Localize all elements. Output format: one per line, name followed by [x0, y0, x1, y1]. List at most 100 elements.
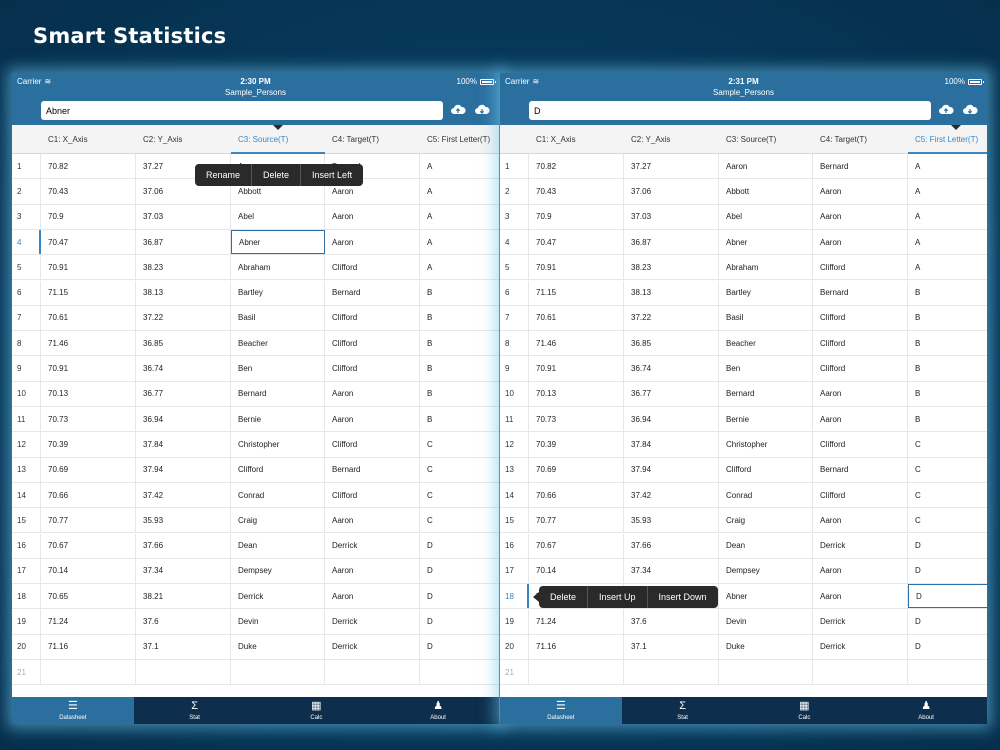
table-cell[interactable]: Bernard: [719, 381, 813, 406]
table-cell[interactable]: D: [908, 635, 987, 659]
context-menu-item-insert-left[interactable]: Insert Left: [312, 170, 353, 180]
tab-calc[interactable]: ▦ Calc: [744, 697, 866, 724]
row-number[interactable]: 6: [500, 280, 529, 305]
table-cell[interactable]: Duke: [231, 634, 325, 659]
table-cell[interactable]: B: [420, 382, 499, 406]
table-cell[interactable]: Aaron: [719, 154, 813, 179]
table-cell[interactable]: Clifford: [325, 331, 420, 356]
table-cell[interactable]: Bernard: [325, 457, 420, 482]
table-cell[interactable]: 70.65: [41, 584, 136, 609]
table-cell[interactable]: 37.06: [624, 179, 719, 204]
table-cell[interactable]: 70.9: [529, 204, 624, 229]
table-cell[interactable]: Clifford: [325, 432, 420, 457]
table-cell[interactable]: 37.22: [624, 305, 719, 331]
table-cell[interactable]: B: [908, 382, 987, 406]
table-cell[interactable]: A: [420, 205, 499, 229]
table-cell[interactable]: B: [908, 306, 987, 330]
table-cell[interactable]: Craig: [719, 508, 813, 533]
table-cell[interactable]: D: [908, 609, 987, 633]
table-cell[interactable]: Clifford: [813, 432, 908, 457]
row-number[interactable]: 1: [500, 154, 529, 179]
table-cell[interactable]: 71.46: [41, 331, 136, 356]
row-number[interactable]: 15: [500, 508, 529, 533]
table-cell[interactable]: 37.06: [136, 179, 231, 204]
table-cell[interactable]: D: [908, 559, 987, 583]
tab-datasheet[interactable]: ☰ Datasheet: [500, 697, 622, 724]
table-cell[interactable]: Aaron: [813, 584, 908, 609]
table-cell[interactable]: Bernie: [231, 407, 325, 432]
table-cell[interactable]: A: [420, 179, 499, 203]
table-cell[interactable]: 70.69: [41, 457, 136, 482]
table-cell[interactable]: 37.6: [624, 609, 719, 634]
row-number[interactable]: 21: [12, 660, 41, 685]
table-cell[interactable]: 70.61: [529, 305, 624, 331]
table-cell[interactable]: 70.43: [41, 179, 136, 204]
row-number[interactable]: 17: [500, 558, 529, 584]
table-cell[interactable]: Clifford: [325, 255, 420, 280]
table-cell[interactable]: Basil: [719, 305, 813, 331]
table-cell[interactable]: 70.82: [41, 154, 136, 179]
table-cell[interactable]: Duke: [719, 634, 813, 659]
row-number[interactable]: 5: [12, 255, 41, 280]
column-header[interactable]: C5: First Letter(T): [427, 135, 491, 144]
column-header[interactable]: C1: X_Axis: [48, 135, 88, 144]
table-cell[interactable]: Aaron: [813, 407, 908, 432]
table-cell[interactable]: 70.39: [41, 432, 136, 457]
table-cell[interactable]: 70.66: [529, 482, 624, 508]
table-cell[interactable]: A: [908, 230, 987, 254]
table-cell[interactable]: 38.23: [624, 255, 719, 280]
row-number[interactable]: 13: [12, 457, 41, 482]
table-cell[interactable]: Aaron: [325, 584, 420, 609]
table-cell[interactable]: Bartley: [231, 280, 325, 305]
row-number[interactable]: 18: [12, 584, 41, 609]
context-menu-item-rename[interactable]: Rename: [195, 164, 253, 186]
table-cell[interactable]: 70.13: [529, 381, 624, 406]
table-cell[interactable]: 36.74: [624, 356, 719, 381]
table-cell[interactable]: Aaron: [325, 229, 420, 255]
table-cell[interactable]: C: [420, 458, 499, 482]
table-cell[interactable]: Aaron: [813, 558, 908, 584]
table-cell[interactable]: 70.47: [41, 229, 136, 255]
table-cell[interactable]: 37.94: [136, 457, 231, 482]
table-cell[interactable]: 70.66: [41, 482, 136, 508]
table-cell[interactable]: B: [908, 331, 987, 355]
table-cell[interactable]: Basil: [231, 305, 325, 331]
table-cell[interactable]: Bernard: [231, 381, 325, 406]
table-cell[interactable]: 70.14: [529, 558, 624, 584]
tab-calc[interactable]: ▦ Calc: [256, 697, 378, 724]
table-cell[interactable]: Conrad: [231, 482, 325, 508]
table-cell[interactable]: C: [908, 458, 987, 482]
table-cell[interactable]: Ben: [231, 356, 325, 381]
table-cell[interactable]: Christopher: [719, 432, 813, 457]
table-cell[interactable]: 37.27: [624, 154, 719, 179]
table-cell[interactable]: 36.87: [136, 229, 231, 255]
row-number[interactable]: 14: [500, 482, 529, 508]
table-cell[interactable]: 36.85: [136, 331, 231, 356]
table-cell[interactable]: 37.03: [136, 204, 231, 229]
search-input[interactable]: [41, 101, 443, 120]
table-cell[interactable]: Abraham: [719, 255, 813, 280]
table-cell[interactable]: Devin: [231, 609, 325, 634]
table-cell[interactable]: Bernard: [813, 280, 908, 305]
table-cell[interactable]: Ben: [719, 356, 813, 381]
table-cell[interactable]: 38.13: [136, 280, 231, 305]
row-number[interactable]: 3: [12, 204, 41, 229]
table-cell[interactable]: Dempsey: [231, 558, 325, 584]
table-cell[interactable]: D: [420, 534, 499, 558]
table-cell[interactable]: A: [420, 230, 499, 254]
table-cell[interactable]: Craig: [231, 508, 325, 533]
table-cell[interactable]: 38.13: [624, 280, 719, 305]
table-cell[interactable]: 70.61: [41, 305, 136, 331]
row-number[interactable]: 20: [500, 634, 529, 659]
table-cell[interactable]: Abner: [719, 584, 813, 609]
table-cell[interactable]: [325, 660, 420, 685]
table-cell[interactable]: 70.91: [41, 255, 136, 280]
table-cell[interactable]: B: [420, 281, 499, 305]
context-menu-item-insert-down[interactable]: Insert Down: [658, 591, 707, 602]
row-number[interactable]: 9: [500, 356, 529, 381]
table-cell[interactable]: Derrick: [325, 609, 420, 634]
table-cell[interactable]: 70.67: [41, 533, 136, 558]
table-cell[interactable]: D: [908, 584, 987, 609]
row-number[interactable]: 14: [12, 482, 41, 508]
table-cell[interactable]: Clifford: [813, 356, 908, 381]
